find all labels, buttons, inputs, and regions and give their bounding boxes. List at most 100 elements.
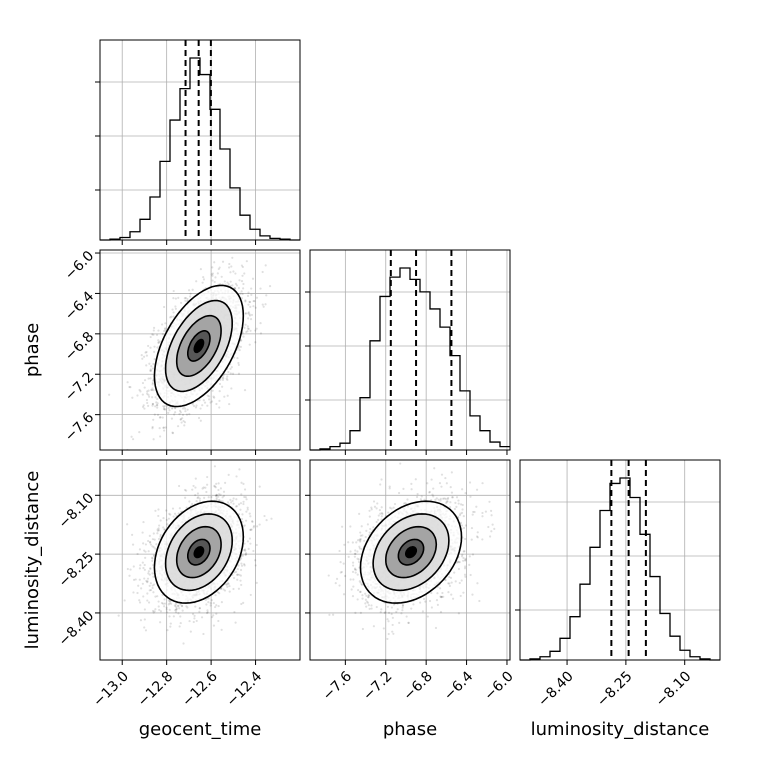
scatter-point bbox=[162, 427, 164, 429]
scatter-point bbox=[270, 518, 272, 520]
scatter-point bbox=[215, 613, 217, 615]
scatter-point bbox=[192, 289, 194, 291]
scatter-point bbox=[169, 316, 171, 318]
hist-panel-phase bbox=[305, 250, 510, 455]
hist-panel-luminosity_distance: −8.40−8.25−8.10 bbox=[515, 460, 720, 710]
scatter-point bbox=[154, 414, 156, 416]
scatter-point bbox=[166, 611, 168, 613]
scatter-point bbox=[237, 362, 239, 364]
scatter-point bbox=[264, 303, 266, 305]
scatter-point bbox=[239, 509, 241, 511]
scatter-point bbox=[157, 515, 159, 517]
x-tick-label: −13.0 bbox=[90, 668, 132, 710]
scatter-point bbox=[174, 513, 176, 515]
scatter-point bbox=[213, 602, 215, 604]
scatter-point bbox=[149, 541, 151, 543]
scatter-point bbox=[154, 608, 156, 610]
scatter-point bbox=[156, 398, 158, 400]
scatter-point bbox=[241, 290, 243, 292]
scatter-point bbox=[163, 478, 165, 480]
scatter-point bbox=[152, 610, 154, 612]
scatter-point bbox=[222, 261, 224, 263]
scatter-point bbox=[118, 615, 120, 617]
scatter-point bbox=[168, 409, 170, 411]
scatter-point bbox=[199, 500, 201, 502]
scatter-point bbox=[208, 496, 210, 498]
scatter-point bbox=[131, 534, 133, 536]
scatter-point bbox=[132, 438, 134, 440]
scatter-point bbox=[143, 577, 145, 579]
scatter-point bbox=[217, 272, 219, 274]
scatter-point bbox=[215, 486, 217, 488]
scatter-point bbox=[217, 620, 219, 622]
scatter-point bbox=[240, 502, 242, 504]
scatter-point bbox=[211, 266, 213, 268]
scatter-point bbox=[251, 314, 253, 316]
scatter-point bbox=[138, 431, 140, 433]
scatter-point bbox=[143, 626, 145, 628]
scatter-point bbox=[249, 330, 251, 332]
scatter-point bbox=[147, 345, 149, 347]
scatter-point bbox=[201, 616, 203, 618]
scatter-point bbox=[214, 281, 216, 283]
scatter-point bbox=[221, 386, 223, 388]
scatter-point bbox=[226, 281, 228, 283]
scatter-point bbox=[240, 482, 242, 484]
scatter-point bbox=[153, 583, 155, 585]
scatter-point bbox=[152, 419, 154, 421]
scatter-point bbox=[208, 398, 210, 400]
scatter-point bbox=[215, 483, 217, 485]
scatter-point bbox=[152, 334, 154, 336]
scatter-point bbox=[222, 496, 224, 498]
scatter-point bbox=[132, 591, 134, 593]
scatter-point bbox=[153, 329, 155, 331]
scatter-point bbox=[147, 540, 149, 542]
scatter-point bbox=[235, 475, 237, 477]
scatter-point bbox=[215, 403, 217, 405]
scatter-point bbox=[243, 496, 245, 498]
scatter-point bbox=[131, 397, 133, 399]
scatter-point bbox=[142, 382, 144, 384]
x-tick-label: −8.40 bbox=[535, 668, 577, 710]
scatter-point bbox=[170, 603, 172, 605]
scatter-point bbox=[249, 537, 251, 539]
scatter-point bbox=[188, 620, 190, 622]
scatter-point bbox=[278, 233, 280, 235]
scatter-point bbox=[216, 497, 218, 499]
scatter-point bbox=[242, 503, 244, 505]
scatter-point bbox=[230, 265, 232, 267]
panel-content bbox=[118, 465, 273, 644]
scatter-point bbox=[180, 622, 182, 624]
scatter-point bbox=[229, 499, 231, 501]
scatter-point bbox=[205, 599, 207, 601]
scatter-point bbox=[256, 582, 258, 584]
scatter-point bbox=[232, 503, 234, 505]
scatter-point bbox=[224, 482, 226, 484]
pair-panel-geocent_time-luminosity_distance: −13.0−12.8−12.6−12.4−8.40−8.25−8.10 bbox=[56, 460, 300, 710]
scatter-point bbox=[169, 609, 171, 611]
scatter-point bbox=[212, 614, 214, 616]
scatter-point bbox=[230, 372, 232, 374]
scatter-point bbox=[238, 468, 240, 470]
scatter-point bbox=[139, 564, 141, 566]
scatter-point bbox=[252, 305, 254, 307]
scatter-point bbox=[142, 406, 144, 408]
scatter-point bbox=[157, 414, 159, 416]
scatter-point bbox=[259, 287, 261, 289]
scatter-point bbox=[247, 292, 249, 294]
scatter-point bbox=[254, 341, 256, 343]
scatter-point bbox=[213, 625, 215, 627]
scatter-point bbox=[136, 553, 138, 555]
scatter-point bbox=[163, 598, 165, 600]
scatter-point bbox=[259, 322, 261, 324]
scatter-point bbox=[207, 601, 209, 603]
scatter-point bbox=[175, 297, 177, 299]
panel-content bbox=[108, 230, 280, 481]
scatter-point bbox=[232, 373, 234, 375]
scatter-point bbox=[150, 336, 152, 338]
scatter-point bbox=[159, 416, 161, 418]
scatter-point bbox=[206, 484, 208, 486]
scatter-point bbox=[256, 297, 258, 299]
scatter-point bbox=[169, 514, 171, 516]
scatter-point bbox=[240, 340, 242, 342]
